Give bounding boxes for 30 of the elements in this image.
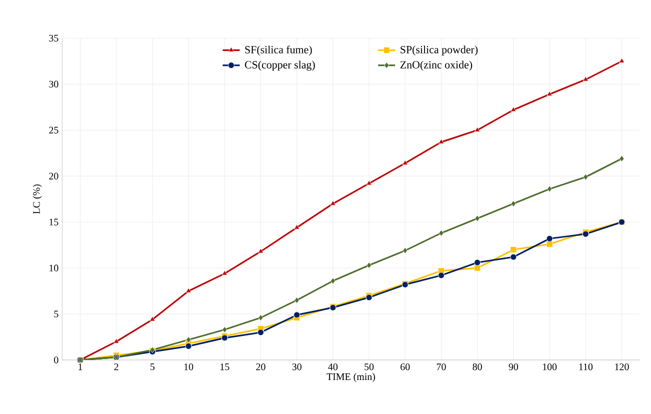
legend-label: SP(silica powder)	[400, 46, 478, 56]
x-tick-label: 30	[292, 363, 302, 370]
x-tick-label: 2	[114, 363, 118, 370]
x-tick-label: 120	[615, 363, 629, 370]
y-tick-label: 25	[49, 126, 58, 134]
x-tick-label: 40	[328, 363, 338, 370]
y-tick-label: 35	[49, 34, 58, 42]
x-tick-label: 90	[508, 363, 518, 370]
x-tick-label: 5	[150, 363, 155, 370]
x-tick-label: 50	[364, 363, 374, 370]
x-tick-label: 110	[579, 363, 593, 370]
x-axis-title: TIME (min)	[326, 372, 376, 382]
y-tick-label: 20	[49, 172, 58, 180]
x-tick-label: 60	[400, 363, 410, 370]
x-tick-label: 20	[256, 363, 266, 370]
x-tick-label: 1	[78, 363, 82, 370]
y-tick-label: 10	[50, 264, 58, 272]
legend-label: SF(silica fume)	[245, 46, 312, 56]
x-tick-label: 15	[220, 363, 230, 370]
x-tick-label: 10	[184, 363, 194, 370]
y-tick-label: 5	[54, 310, 58, 318]
y-tick-label: 0	[54, 356, 58, 364]
x-tick-label: 80	[472, 363, 482, 370]
y-axis-title: LC (%)	[32, 184, 42, 214]
y-tick-label: 15	[50, 218, 58, 226]
legend-label: ZnO(zinc oxide)	[400, 60, 472, 71]
legend-label: CS(copper slag)	[244, 60, 315, 71]
x-tick-label: 70	[436, 363, 446, 370]
y-tick-label: 30	[49, 80, 58, 88]
x-tick-label: 100	[542, 363, 557, 370]
